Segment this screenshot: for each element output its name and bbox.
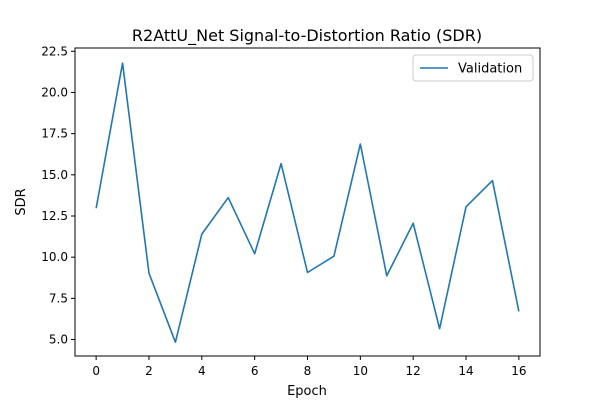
y-tick-label: 5.0 [49,333,68,347]
x-tick-label: 14 [458,364,473,378]
legend-box [412,54,534,82]
x-tick-label: 6 [251,364,259,378]
y-axis-label: SDR [14,188,29,215]
chart-title: R2AttU_Net Signal-to-Distortion Ratio (S… [132,26,482,46]
x-tick-label: 4 [198,364,206,378]
x-tick-label: 0 [92,364,100,378]
y-tick-label: 7.5 [49,291,68,305]
legend: Validation [412,54,534,82]
y-tick-label: 17.5 [41,127,68,141]
x-tick-label: 10 [353,364,368,378]
y-tick-label: 20.0 [41,85,68,99]
series-line-validation [95,62,520,343]
y-tick-label: 22.5 [41,44,68,58]
x-axis: 0 2 4 6 8 10 12 14 16 [92,356,527,378]
x-axis-label: Epoch [287,384,327,399]
legend-label-validation: Validation [458,62,522,77]
x-tick-label: 12 [406,364,421,378]
y-axis: 5.0 7.5 10.0 12.5 15.0 17.5 20.0 22.5 [41,44,75,347]
x-tick-label: 2 [145,364,153,378]
series-layer [95,62,520,343]
y-tick-label: 15.0 [41,168,68,182]
y-tick-label: 12.5 [41,209,68,223]
x-tick-label: 8 [304,364,312,378]
x-tick-label: 16 [511,364,526,378]
y-tick-label: 10.0 [41,250,68,264]
